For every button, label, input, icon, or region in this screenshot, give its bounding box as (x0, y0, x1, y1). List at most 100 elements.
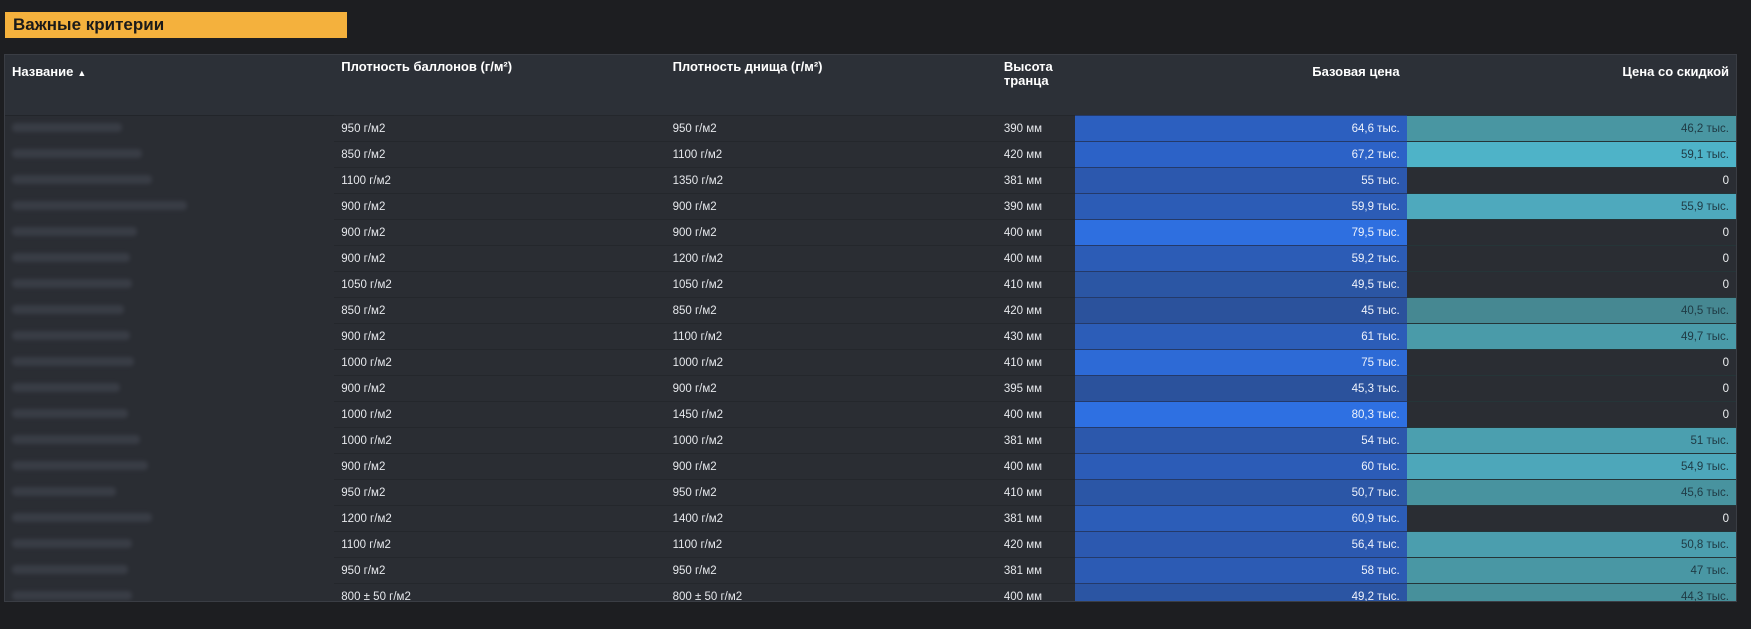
header-base-price[interactable]: Базовая цена (1075, 55, 1406, 116)
cell-base-price: 59,9 тыс. (1075, 193, 1407, 220)
table-row[interactable]: 900 г/м2 900 г/м2 395 мм 45,3 тыс. 0 (5, 375, 1736, 402)
cell-base-price: 45,3 тыс. (1075, 375, 1407, 402)
cell-transom-height: 390 мм (996, 193, 1076, 220)
cell-name-redacted (5, 298, 334, 324)
redacted-name (12, 278, 132, 288)
redacted-name (12, 382, 120, 392)
redacted-name (12, 460, 148, 470)
table-row[interactable]: 1200 г/м2 1400 г/м2 381 мм 60,9 тыс. 0 (5, 505, 1736, 532)
cell-name-redacted (5, 142, 334, 168)
table-row[interactable]: 1100 г/м2 1350 г/м2 381 мм 55 тыс. 0 (5, 167, 1736, 194)
cell-name-redacted (5, 376, 334, 402)
cell-transom-height: 381 мм (996, 427, 1076, 454)
table-row[interactable]: 1000 г/м2 1000 г/м2 410 мм 75 тыс. 0 (5, 349, 1736, 376)
cell-transom-height: 420 мм (996, 141, 1076, 168)
redacted-name (12, 148, 142, 158)
redacted-name (12, 330, 130, 340)
header-bottom-density-label: Плотность днища (г/м²) (672, 59, 823, 74)
cell-bottom-density: 1100 г/м2 (665, 323, 997, 350)
cell-bottom-density: 950 г/м2 (665, 557, 997, 584)
cell-discount-price: 59,1 тыс. (1406, 141, 1736, 168)
table-row[interactable]: 900 г/м2 900 г/м2 390 мм 59,9 тыс. 55,9 тыс. (5, 193, 1736, 220)
cell-balloon-density: 1200 г/м2 (334, 505, 666, 532)
table-row[interactable]: 950 г/м2 950 г/м2 390 мм 64,6 тыс. 46,2 тыс. (5, 115, 1736, 142)
cell-balloon-density: 1050 г/м2 (334, 271, 666, 298)
cell-base-price: 61 тыс. (1075, 323, 1407, 350)
cell-name-redacted (5, 116, 334, 142)
cell-balloon-density: 900 г/м2 (334, 453, 666, 480)
cell-discount-price: 50,8 тыс. (1406, 531, 1736, 558)
table-row[interactable]: 900 г/м2 900 г/м2 400 мм 60 тыс. 54,9 тыс. (5, 453, 1736, 480)
cell-base-price: 75 тыс. (1075, 349, 1407, 376)
cell-balloon-density: 900 г/м2 (334, 245, 666, 272)
cell-discount-price: 0 (1406, 271, 1736, 298)
panel-title: Важные критерии (5, 12, 347, 38)
cell-bottom-density: 1350 г/м2 (665, 167, 997, 194)
cell-base-price: 54 тыс. (1075, 427, 1407, 454)
cell-balloon-density: 950 г/м2 (334, 479, 666, 506)
cell-balloon-density: 900 г/м2 (334, 375, 666, 402)
table-row[interactable]: 1100 г/м2 1100 г/м2 420 мм 56,4 тыс. 50,8 ты… (5, 531, 1736, 558)
cell-base-price: 49,2 тыс. (1075, 583, 1407, 601)
redacted-name (12, 434, 140, 444)
table-row[interactable]: 1000 г/м2 1000 г/м2 381 мм 54 тыс. 51 тыс. (5, 427, 1736, 454)
table-row[interactable]: 850 г/м2 1100 г/м2 420 мм 67,2 тыс. 59,1 тыс… (5, 141, 1736, 168)
table-body: 950 г/м2 950 г/м2 390 мм 64,6 тыс. 46,2 тыс.… (5, 115, 1736, 601)
cell-name-redacted (5, 428, 334, 454)
cell-discount-price: 0 (1406, 167, 1736, 194)
table-row[interactable]: 850 г/м2 850 г/м2 420 мм 45 тыс. 40,5 тыс. (5, 297, 1736, 324)
cell-transom-height: 410 мм (996, 479, 1076, 506)
cell-name-redacted (5, 506, 334, 532)
table-row[interactable]: 1050 г/м2 1050 г/м2 410 мм 49,5 тыс. 0 (5, 271, 1736, 298)
cell-discount-price: 40,5 тыс. (1406, 297, 1736, 324)
cell-discount-price: 54,9 тыс. (1406, 453, 1736, 480)
table-row[interactable]: 900 г/м2 1200 г/м2 400 мм 59,2 тыс. 0 (5, 245, 1736, 272)
cell-bottom-density: 1050 г/м2 (665, 271, 997, 298)
cell-base-price: 79,5 тыс. (1075, 219, 1407, 246)
cell-bottom-density: 1000 г/м2 (665, 427, 997, 454)
cell-name-redacted (5, 454, 334, 480)
header-balloon-density[interactable]: Плотность баллонов (г/м²) (334, 55, 665, 116)
cell-name-redacted (5, 532, 334, 558)
cell-base-price: 67,2 тыс. (1075, 141, 1407, 168)
cell-balloon-density: 950 г/м2 (334, 115, 666, 142)
table-row[interactable]: 900 г/м2 1100 г/м2 430 мм 61 тыс. 49,7 тыс. (5, 323, 1736, 350)
header-discount-price[interactable]: Цена со скидкой (1407, 55, 1736, 116)
cell-bottom-density: 900 г/м2 (665, 193, 997, 220)
table-row[interactable]: 800 ± 50 г/м2 800 ± 50 г/м2 400 мм 49,2 тыс… (5, 583, 1736, 601)
cell-name-redacted (5, 168, 334, 194)
redacted-name (12, 200, 187, 210)
table-row[interactable]: 1000 г/м2 1450 г/м2 400 мм 80,3 тыс. 0 (5, 401, 1736, 428)
table-row[interactable]: 950 г/м2 950 г/м2 381 мм 58 тыс. 47 тыс. (5, 557, 1736, 584)
cell-transom-height: 410 мм (996, 349, 1076, 376)
header-name[interactable]: Название ▲ (5, 55, 334, 116)
header-transom-height[interactable]: Высота транца (997, 55, 1076, 116)
cell-transom-height: 420 мм (996, 531, 1076, 558)
cell-balloon-density: 900 г/м2 (334, 219, 666, 246)
cell-bottom-density: 1100 г/м2 (665, 141, 997, 168)
cell-bottom-density: 850 г/м2 (665, 297, 997, 324)
cell-transom-height: 430 мм (996, 323, 1076, 350)
table-row[interactable]: 950 г/м2 950 г/м2 410 мм 50,7 тыс. 45,6 тыс. (5, 479, 1736, 506)
cell-base-price: 50,7 тыс. (1075, 479, 1407, 506)
redacted-name (12, 512, 152, 522)
cell-transom-height: 400 мм (996, 219, 1076, 246)
redacted-name (12, 356, 134, 366)
cell-balloon-density: 800 ± 50 г/м2 (334, 583, 666, 601)
redacted-name (12, 174, 152, 184)
table-row[interactable]: 900 г/м2 900 г/м2 400 мм 79,5 тыс. 0 (5, 219, 1736, 246)
cell-transom-height: 381 мм (996, 505, 1076, 532)
cell-transom-height: 420 мм (996, 297, 1076, 324)
cell-transom-height: 381 мм (996, 167, 1076, 194)
redacted-name (12, 252, 130, 262)
cell-balloon-density: 900 г/м2 (334, 193, 666, 220)
header-base-price-label: Базовая цена (1312, 64, 1400, 79)
cell-base-price: 56,4 тыс. (1075, 531, 1407, 558)
cell-bottom-density: 1200 г/м2 (665, 245, 997, 272)
header-bottom-density[interactable]: Плотность днища (г/м²) (666, 55, 997, 116)
cell-bottom-density: 950 г/м2 (665, 479, 997, 506)
criteria-table: Название ▲ Плотность баллонов (г/м²) Плот… (4, 54, 1737, 602)
cell-bottom-density: 900 г/м2 (665, 453, 997, 480)
cell-balloon-density: 1000 г/м2 (334, 427, 666, 454)
cell-bottom-density: 1450 г/м2 (665, 401, 997, 428)
